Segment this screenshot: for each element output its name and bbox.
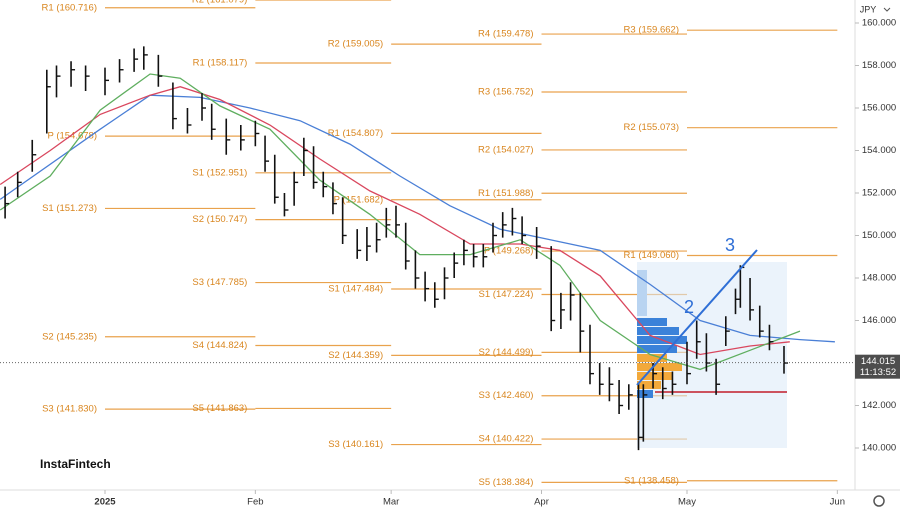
pivot-label: R1 (158.117): [193, 58, 248, 69]
y-tick-label: 142.000: [862, 400, 896, 411]
pivot-label: P (154.678): [48, 131, 97, 142]
pivot-label: R3 (159.662): [624, 25, 679, 36]
overlay: [637, 262, 787, 448]
currency: JPY: [860, 4, 877, 14]
pivot-label: S3 (141.830): [42, 404, 97, 415]
logo-box: [34, 444, 116, 484]
dropdown-icon[interactable]: [883, 7, 891, 12]
x-tick-label: May: [678, 497, 696, 508]
x-tick-label: Mar: [383, 497, 399, 508]
profile-bar: [637, 381, 661, 389]
pivot-label: R1 (160.716): [42, 2, 97, 13]
pivot-label: S3 (147.785): [192, 277, 247, 288]
profile-bar: [637, 363, 682, 371]
price-bars: [4, 46, 788, 451]
y-tick-label: 150.000: [862, 230, 896, 241]
pivot-levels: R1 (160.716) P (154.678) S1 (151.273) S2 (1…: [42, 0, 838, 488]
wave-label: 3: [725, 235, 735, 255]
pivot-label: R1 (154.807): [328, 128, 383, 139]
y-tick-label: 154.000: [862, 145, 896, 156]
x-tick-label: Feb: [247, 497, 263, 508]
profile-bar: [637, 270, 647, 316]
pivot-label: S1 (147.224): [479, 289, 534, 300]
y-tick-label: 148.000: [862, 273, 896, 284]
pivot-label: R2 (155.073): [624, 122, 679, 133]
pivot-label: R1 (151.988): [478, 188, 533, 199]
pivot-label: R1 (149.060): [624, 250, 679, 261]
moving-average: [0, 73, 801, 371]
profile-bar: [637, 345, 677, 353]
y-tick-label: 156.000: [862, 103, 896, 114]
pivot-label: S4 (140.422): [479, 434, 534, 445]
profile-bar: [637, 318, 667, 326]
moving-average: [0, 86, 790, 356]
y-tick-label: 152.000: [862, 188, 896, 199]
pivot-label: R4 (159.478): [478, 29, 533, 40]
profile-bar: [637, 390, 653, 398]
pivot-label: S5 (138.384): [479, 477, 534, 488]
pivot-label: R2 (154.027): [478, 144, 533, 155]
pivot-label: S3 (142.460): [479, 390, 534, 401]
settings-icon[interactable]: [873, 495, 885, 507]
moving-averages: [0, 73, 835, 371]
pivot-label: S1 (151.273): [42, 203, 97, 214]
pivot-label: R2 (161.079): [192, 0, 247, 6]
price-tag-clock: 11:13:52: [860, 367, 896, 378]
profile-bar: [637, 354, 667, 362]
pivot-label: S2 (144.499): [479, 347, 534, 358]
pivot-label: S2 (145.235): [42, 331, 97, 342]
profile-bar: [637, 327, 679, 335]
y-tick-label: 160.000: [862, 18, 896, 29]
y-tick-label: 140.000: [862, 443, 896, 454]
pivot-label: P (151.682): [334, 194, 383, 205]
x-tick-label: Jun: [830, 497, 845, 508]
axes: 140.000142.000144.000146.000148.000150.0…: [94, 18, 900, 508]
profile-bar: [637, 372, 673, 380]
pivot-label: R2 (159.005): [328, 39, 383, 50]
pivot-label: S1 (152.951): [192, 167, 247, 178]
x-tick-label: 2025: [94, 497, 116, 508]
pivot-label: S1 (138.458): [624, 475, 679, 486]
price-tag-value: 144.015: [861, 356, 895, 367]
price-tag: [855, 354, 900, 379]
pivot-label: S2 (150.747): [192, 214, 247, 225]
y-tick-label: 146.000: [862, 315, 896, 326]
pivot-label: S1 (147.484): [328, 283, 383, 294]
pivot-label: S2 (144.359): [328, 350, 383, 361]
moving-average: [0, 94, 835, 343]
price-axis: [855, 0, 900, 490]
wave-label: 2: [684, 297, 694, 317]
pivot-label: S5 (141.863): [192, 403, 247, 414]
pivot-label: P (149.268): [484, 246, 533, 257]
x-tick-label: Apr: [534, 497, 549, 508]
logo: InstaFintech: [40, 457, 111, 471]
pivot-label: S3 (140.161): [328, 439, 383, 450]
pivot-label: S4 (144.824): [192, 340, 247, 351]
pivot-label: R3 (156.752): [478, 87, 533, 98]
y-tick-label: 158.000: [862, 60, 896, 71]
